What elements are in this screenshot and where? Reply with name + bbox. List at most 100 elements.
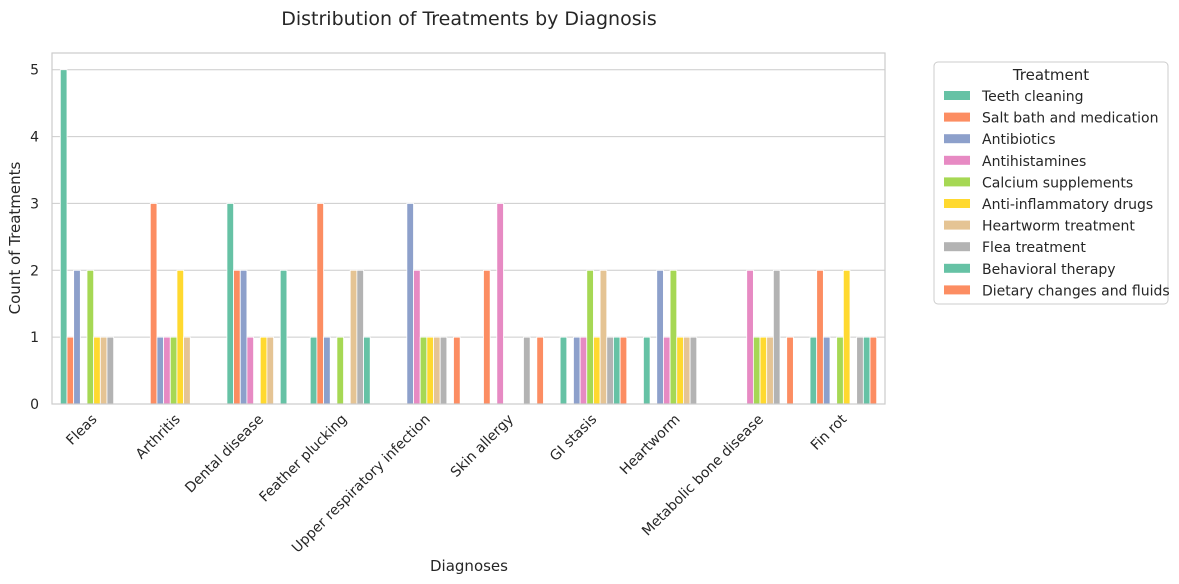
legend-label: Anti-inflammatory drugs bbox=[982, 197, 1153, 213]
bar bbox=[483, 269, 491, 405]
bar bbox=[586, 269, 594, 405]
bar bbox=[356, 269, 364, 405]
bar bbox=[856, 336, 864, 405]
legend-label: Calcium supplements bbox=[982, 175, 1133, 191]
bar bbox=[842, 269, 851, 405]
legend-label: Dietary changes and fluids bbox=[982, 283, 1170, 299]
y-axis-label: Count of Treatments bbox=[6, 161, 24, 314]
bar bbox=[559, 336, 568, 405]
bar bbox=[816, 269, 824, 405]
bar bbox=[809, 336, 818, 405]
legend-label: Flea treatment bbox=[982, 240, 1086, 256]
legend-swatch bbox=[944, 263, 970, 273]
bar bbox=[752, 336, 761, 405]
bar bbox=[309, 336, 318, 405]
x-tick-label: Heartworm bbox=[617, 412, 684, 479]
x-tick-label: Arthritis bbox=[133, 412, 184, 463]
bar bbox=[593, 336, 601, 405]
bar bbox=[226, 203, 234, 405]
bar bbox=[663, 336, 671, 405]
x-tick-label: GI stasis bbox=[547, 412, 600, 465]
bar bbox=[66, 336, 75, 405]
bar bbox=[93, 336, 101, 405]
x-tick-label: Dental disease bbox=[182, 412, 267, 497]
x-axis-label: Diagnoses bbox=[430, 557, 508, 575]
bar bbox=[453, 336, 461, 405]
x-tick-label: Fin rot bbox=[808, 411, 851, 454]
bar bbox=[836, 336, 844, 405]
legend-label: Antibiotics bbox=[982, 132, 1056, 148]
y-tick-label: 2 bbox=[30, 263, 39, 279]
legend-swatch bbox=[944, 134, 970, 144]
legend-swatch bbox=[944, 242, 970, 252]
legend-title: Treatment bbox=[1012, 66, 1089, 84]
x-tick-label: Upper respiratory infection bbox=[289, 412, 434, 557]
bar bbox=[163, 336, 171, 405]
legend-swatch bbox=[944, 112, 970, 122]
legend-swatch bbox=[944, 177, 970, 187]
bar bbox=[579, 336, 588, 405]
bar bbox=[413, 269, 421, 405]
y-tick-label: 5 bbox=[30, 63, 39, 79]
bar bbox=[643, 336, 651, 405]
bar bbox=[156, 336, 165, 405]
bar bbox=[233, 269, 241, 405]
bar bbox=[536, 336, 544, 405]
bar bbox=[433, 336, 441, 405]
legend-swatch bbox=[944, 285, 970, 295]
y-tick-label: 0 bbox=[30, 397, 39, 413]
bar bbox=[59, 69, 68, 405]
bar bbox=[669, 269, 678, 405]
bar bbox=[323, 336, 331, 405]
bar bbox=[676, 336, 684, 405]
bar bbox=[573, 336, 581, 405]
legend-label: Heartworm treatment bbox=[982, 219, 1135, 235]
bar bbox=[746, 269, 754, 405]
legend-swatch bbox=[944, 91, 970, 100]
bar bbox=[759, 336, 768, 405]
bar bbox=[426, 336, 434, 405]
legend: Treatment Teeth cleaning Salt bath and me… bbox=[933, 61, 1170, 305]
bar bbox=[106, 336, 115, 405]
bar bbox=[266, 336, 274, 405]
bar bbox=[689, 336, 698, 405]
bar bbox=[259, 336, 268, 405]
y-tick-label: 4 bbox=[30, 130, 39, 146]
legend-swatch bbox=[944, 199, 970, 208]
bar bbox=[496, 203, 504, 405]
bar bbox=[862, 336, 871, 405]
bar bbox=[363, 336, 371, 405]
bar bbox=[99, 336, 108, 405]
legend-label: Salt bath and medication bbox=[982, 111, 1158, 127]
bar bbox=[656, 269, 664, 405]
bar bbox=[349, 269, 358, 405]
bar bbox=[766, 336, 774, 405]
bar bbox=[869, 336, 878, 405]
x-tick-label: Feather plucking bbox=[256, 412, 350, 506]
bar bbox=[523, 336, 531, 405]
legend-swatch bbox=[944, 220, 970, 230]
x-tick-label: Skin allergy bbox=[448, 412, 517, 481]
bar bbox=[613, 336, 621, 405]
legend-label: Teeth cleaning bbox=[981, 89, 1084, 105]
chart-title: Distribution of Treatments by Diagnosis bbox=[281, 8, 657, 30]
bar bbox=[683, 336, 691, 405]
bar bbox=[606, 336, 614, 405]
bar bbox=[772, 269, 781, 405]
bar bbox=[316, 203, 324, 405]
y-tick-label: 1 bbox=[30, 330, 39, 346]
bar bbox=[786, 336, 794, 405]
legend-label: Antihistamines bbox=[982, 154, 1086, 170]
bar bbox=[439, 336, 448, 405]
bar bbox=[239, 269, 248, 405]
bar bbox=[169, 336, 178, 405]
x-tick-label: Fleas bbox=[63, 412, 100, 449]
bar bbox=[279, 269, 288, 405]
bar bbox=[183, 336, 191, 405]
y-tick-label: 3 bbox=[30, 196, 39, 212]
bar bbox=[246, 336, 254, 405]
legend-label: Behavioral therapy bbox=[982, 262, 1116, 278]
bar bbox=[336, 336, 344, 405]
